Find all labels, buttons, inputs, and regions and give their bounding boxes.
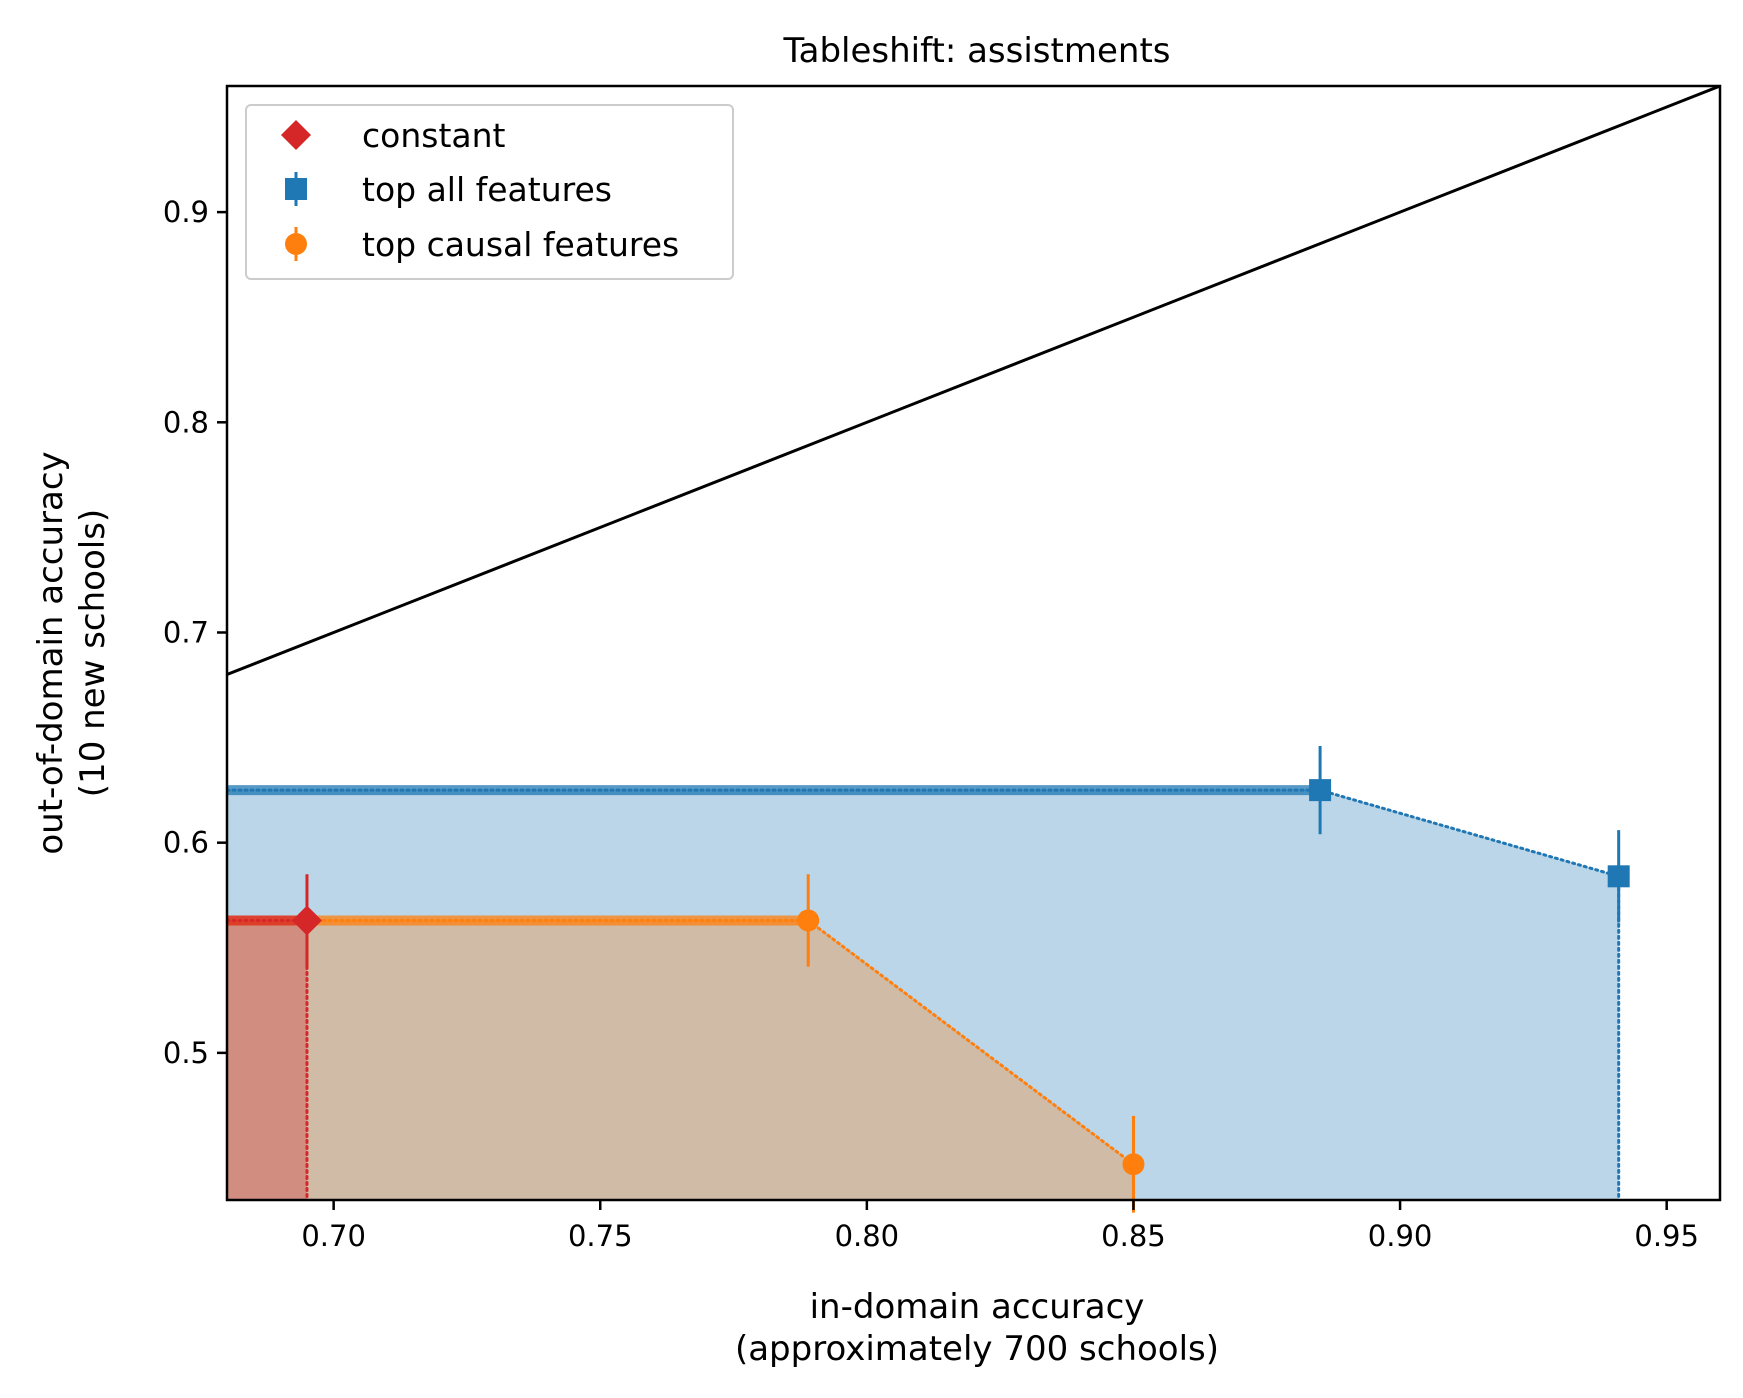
y-tick-label: 0.5 (163, 1036, 209, 1070)
legend-circle-icon (285, 233, 307, 255)
chart-title: Tableshift: assistments (783, 31, 1171, 71)
legend-diamond-icon (281, 120, 311, 150)
legend-entry-constant: constant (281, 116, 506, 155)
legend-box (245, 104, 734, 280)
diagonal-reference-line (227, 86, 1720, 676)
frontier-line-1 (227, 788, 1621, 1200)
x-tick-label: 0.80 (835, 1219, 900, 1253)
y-tick-label: 0.8 (163, 405, 209, 439)
x-axis-label-line-2: (approximately 700 schools) (735, 1329, 1219, 1369)
x-tick-label: 0.75 (568, 1219, 633, 1253)
data-point-diamond-0-0 (291, 905, 322, 936)
y-tick-label: 0.9 (163, 195, 209, 229)
legend-label-top-causal-features: top causal features (362, 225, 679, 264)
series-markers (291, 745, 1630, 1213)
legend-entry-top-all-features: top all features (285, 170, 612, 209)
x-tick-label: 0.70 (301, 1219, 366, 1253)
legend-label-constant: constant (362, 116, 506, 155)
x-tick-label: 0.85 (1101, 1219, 1166, 1253)
y-axis: 0.5 0.6 0.7 0.8 0.9 (163, 195, 227, 1070)
legend: constant top all features top causal fea… (245, 104, 734, 280)
x-axis-label-line-1: in-domain accuracy (810, 1287, 1145, 1327)
legend-entry-top-causal-features: top causal features (285, 225, 679, 264)
fill-region-1 (227, 790, 1619, 1200)
x-tick-label: 0.90 (1368, 1219, 1433, 1253)
y-axis-label-line-2: (10 new schools) (73, 509, 113, 797)
data-point-circle-2-0 (797, 909, 820, 932)
plot-frame (225, 84, 1722, 1202)
y-tick-label: 0.7 (163, 615, 209, 649)
legend-label-top-all-features: top all features (362, 170, 612, 209)
fill-region-2 (227, 920, 1134, 1200)
legend-square-icon (285, 178, 307, 200)
y-axis-label-line-1: out-of-domain accuracy (31, 451, 71, 854)
x-axis: 0.70 0.75 0.80 0.85 0.90 0.95 (301, 1200, 1699, 1253)
x-tick-label: 0.95 (1634, 1219, 1699, 1253)
data-point-square-1-0 (1309, 779, 1332, 802)
series-lines (227, 86, 1720, 1200)
data-point-square-1-1 (1607, 865, 1630, 888)
y-tick-label: 0.6 (163, 826, 209, 860)
fill-region-0 (227, 920, 307, 1200)
data-point-circle-2-1 (1122, 1153, 1145, 1176)
frontier-line-2 (227, 918, 1135, 1200)
fill-regions (227, 790, 1619, 1200)
